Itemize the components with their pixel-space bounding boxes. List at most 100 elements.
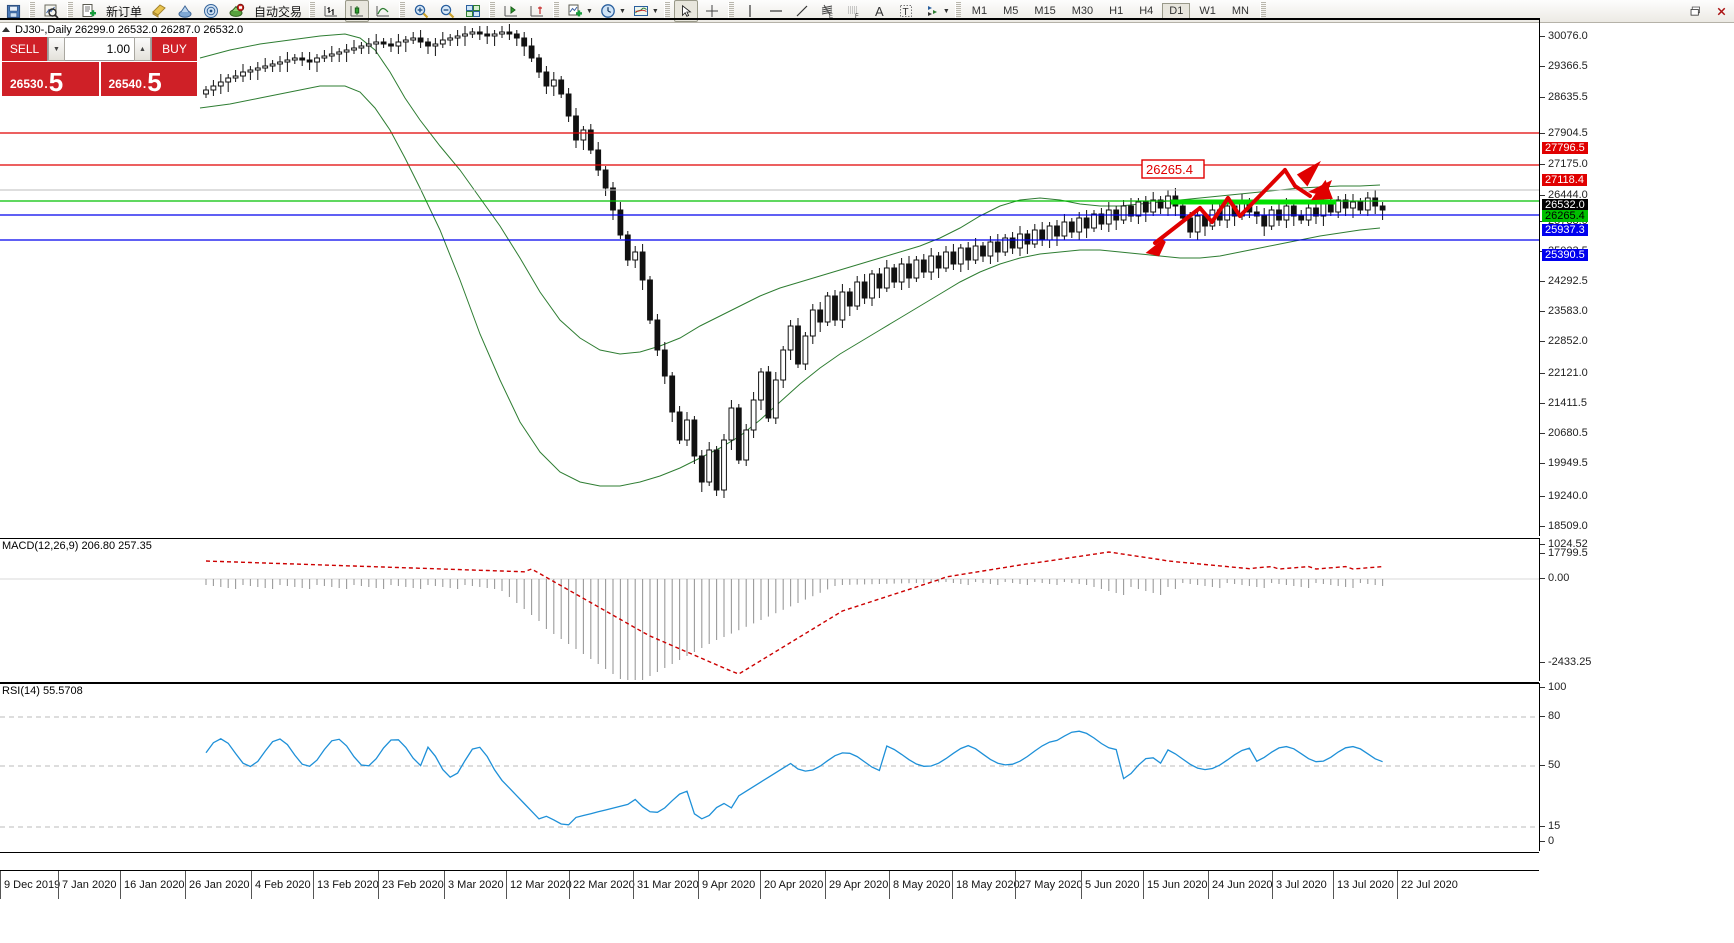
templates-icon[interactable] xyxy=(629,0,653,22)
price-level-label[interactable]: 27118.4 xyxy=(1542,174,1587,186)
vertical-line-icon[interactable] xyxy=(738,0,762,22)
price-level-label[interactable]: 25390.5 xyxy=(1542,249,1588,261)
volume-value[interactable]: 1.00 xyxy=(106,42,130,56)
toolbar-separator xyxy=(309,2,316,20)
crosshair-icon[interactable] xyxy=(700,0,724,22)
horizontal-line-icon[interactable] xyxy=(764,0,788,22)
buy-button[interactable]: 26540 . 5 xyxy=(100,62,197,96)
chart-canvas[interactable]: 26265.4 MACD(12,26,9) 206.80 257.35 RSI(… xyxy=(0,18,1734,943)
fibonacci-icon[interactable]: E xyxy=(816,0,840,22)
text-label-icon[interactable]: A xyxy=(868,0,892,22)
macd-pane[interactable]: MACD(12,26,9) 206.80 257.35 xyxy=(0,538,1539,683)
timeframe-mn[interactable]: MN xyxy=(1231,5,1249,17)
date-label: 24 Jun 2020 xyxy=(1212,879,1273,891)
date-label: 7 Jan 2020 xyxy=(62,879,117,891)
toolbar-separator xyxy=(29,2,35,20)
tile-windows-icon[interactable] xyxy=(461,0,485,22)
bar-chart-icon[interactable] xyxy=(319,0,343,22)
timeframe-m1[interactable]: M1 xyxy=(971,5,988,17)
chart-shift-icon[interactable] xyxy=(499,0,523,22)
horizontal-level-lines xyxy=(0,132,1539,241)
cursor-icon[interactable] xyxy=(673,0,698,22)
one-click-trading-panel[interactable]: SELL ▼ 1.00 ▲ BUY 26530 . 5 26540 . 5 xyxy=(2,37,197,96)
date-label: 31 Mar 2020 xyxy=(637,879,699,891)
sell-label[interactable]: SELL xyxy=(2,37,47,61)
price-level-label[interactable]: 27796.5 xyxy=(1542,142,1588,154)
symbol-ohlc-text: DJ30-,Daily 26299.0 26532.0 26287.0 2653… xyxy=(15,23,244,36)
zoom-out-icon[interactable] xyxy=(435,0,459,22)
timeframe-m5[interactable]: M5 xyxy=(1003,5,1019,17)
zoom-in-icon[interactable] xyxy=(409,0,433,22)
date-label: 13 Feb 2020 xyxy=(317,879,379,891)
timeframe-h4[interactable]: H4 xyxy=(1139,5,1154,17)
autotrading-icon[interactable] xyxy=(225,0,249,22)
date-tick xyxy=(1272,871,1273,899)
sell-button[interactable]: 26530 . 5 xyxy=(2,62,99,96)
price-tick: 29366.5 xyxy=(1540,60,1588,72)
timeframe-m15[interactable]: M15 xyxy=(1034,5,1056,17)
price-level-label[interactable]: 26265.4 xyxy=(1542,210,1588,222)
rsi-tick: 50 xyxy=(1540,759,1560,771)
window-close-icon[interactable] xyxy=(1709,0,1733,22)
macd-tick: -2433.25 xyxy=(1540,656,1591,668)
price-level-label[interactable]: 26532.0 xyxy=(1542,199,1588,211)
window-restore-icon[interactable] xyxy=(1683,0,1707,22)
timeframe-h1[interactable]: H1 xyxy=(1109,5,1124,17)
rsi-pane[interactable]: RSI(14) 55.5708 xyxy=(0,683,1539,853)
price-chart-svg: 26265.4 xyxy=(0,24,1539,498)
date-label: 26 Jan 2020 xyxy=(189,879,250,891)
search-chart-icon[interactable] xyxy=(39,0,63,22)
trendline-icon[interactable] xyxy=(790,0,814,22)
date-tick xyxy=(1081,871,1082,899)
date-label: 9 Apr 2020 xyxy=(702,879,756,891)
line-chart-icon[interactable] xyxy=(371,0,395,22)
price-tick: 19240.0 xyxy=(1540,490,1588,502)
auto-scroll-icon[interactable] xyxy=(525,0,549,22)
chevron-down-icon[interactable]: ▼ xyxy=(586,7,593,15)
chevron-down-icon[interactable]: ▼ xyxy=(651,7,659,15)
add-indicator-icon[interactable] xyxy=(563,0,587,22)
price-level-label[interactable]: 25937.3 xyxy=(1542,224,1588,236)
equidistant-channel-icon[interactable]: F xyxy=(842,0,866,22)
timeframe-m30[interactable]: M30 xyxy=(1071,5,1094,17)
bollinger-lower-band xyxy=(199,85,1381,487)
date-tick xyxy=(1397,871,1398,899)
price-pane[interactable]: 26265.4 xyxy=(0,18,1539,539)
date-tick xyxy=(313,871,314,899)
toolbar-separator xyxy=(553,2,560,20)
chevron-down-icon[interactable]: ▼ xyxy=(618,7,626,15)
volume-decrement-button[interactable]: ▼ xyxy=(48,37,65,61)
timeframe-d1[interactable]: D1 xyxy=(1162,3,1191,19)
candle-chart-icon[interactable] xyxy=(345,0,370,22)
symbol-info-line: DJ30-,Daily 26299.0 26532.0 26287.0 2653… xyxy=(0,23,1734,36)
sell-price-pip: 5 xyxy=(48,67,64,97)
signals-icon[interactable] xyxy=(199,0,223,22)
expert-advisor-icon[interactable] xyxy=(147,0,171,22)
macd-title: MACD(12,26,9) 206.80 257.35 xyxy=(2,540,152,552)
new-order-icon[interactable] xyxy=(77,0,101,22)
macd-axis[interactable]: 1024.52 0.00 -2433.25 xyxy=(1539,538,1734,681)
date-tick xyxy=(569,871,570,899)
collapse-triangle-icon[interactable] xyxy=(2,27,10,32)
rsi-axis[interactable]: 100 80 50 15 0 xyxy=(1539,681,1734,851)
price-axis[interactable]: 30076.0 29366.5 28635.5 27904.5 27175.0 26444… xyxy=(1539,18,1734,559)
date-label: 9 Dec 2019 xyxy=(4,879,61,891)
price-tick: 27904.5 xyxy=(1540,127,1588,139)
text-icon[interactable]: T xyxy=(894,0,918,22)
new-order-label[interactable]: 新订单 xyxy=(106,4,143,19)
date-axis[interactable]: 9 Dec 2019 7 Jan 2020 16 Jan 2020 26 Jan 20… xyxy=(0,870,1539,899)
svg-text:A: A xyxy=(875,4,884,19)
price-tick: 22121.0 xyxy=(1540,367,1588,379)
timeframe-w1[interactable]: W1 xyxy=(1199,5,1216,17)
volume-increment-button[interactable]: ▲ xyxy=(134,37,151,61)
volume-input[interactable]: ▼ 1.00 ▲ xyxy=(47,37,152,61)
autotrading-label[interactable]: 自动交易 xyxy=(254,4,303,19)
date-tick xyxy=(760,871,761,899)
toolbar-separator xyxy=(663,2,670,20)
objects-icon[interactable] xyxy=(920,0,944,22)
data-window-icon[interactable] xyxy=(173,0,197,22)
save-icon[interactable] xyxy=(1,0,25,22)
buy-label[interactable]: BUY xyxy=(152,37,197,61)
chevron-down-icon[interactable]: ▼ xyxy=(942,7,950,15)
period-clock-icon[interactable] xyxy=(596,0,620,22)
